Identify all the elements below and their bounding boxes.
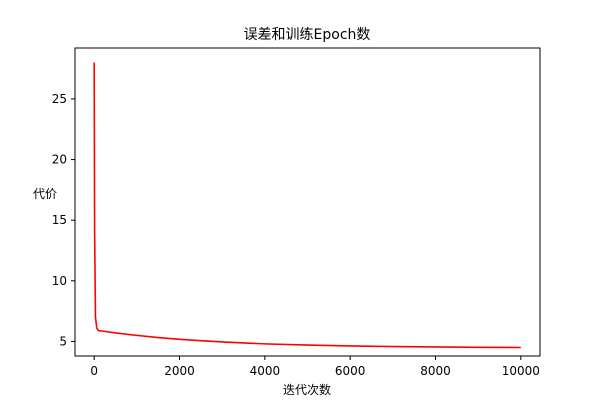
x-tick-label: 2000 — [164, 364, 195, 378]
x-tick-label: 0 — [90, 364, 98, 378]
x-axis-label: 迭代次数 — [283, 382, 331, 397]
x-tick-label: 6000 — [335, 364, 366, 378]
chart-title: 误差和训练Epoch数 — [244, 27, 371, 43]
y-axis-label: 代价 — [33, 187, 57, 201]
plot-frame — [74, 47, 541, 357]
y-tick-label: 25 — [52, 92, 67, 106]
y-tick-label: 20 — [52, 153, 67, 167]
y-axis: 5 10 15 20 25 — [52, 92, 75, 348]
x-tick-label: 8000 — [420, 364, 451, 378]
x-tick-label: 4000 — [250, 364, 281, 378]
y-tick-label: 15 — [52, 213, 67, 227]
x-axis: 0 2000 4000 6000 8000 10000 — [90, 356, 540, 378]
x-tick-label: 10000 — [502, 364, 540, 378]
y-tick-label: 5 — [59, 334, 67, 348]
plot-area — [93, 62, 521, 349]
series-line-0 — [93, 62, 521, 349]
y-tick-label: 10 — [52, 274, 67, 288]
